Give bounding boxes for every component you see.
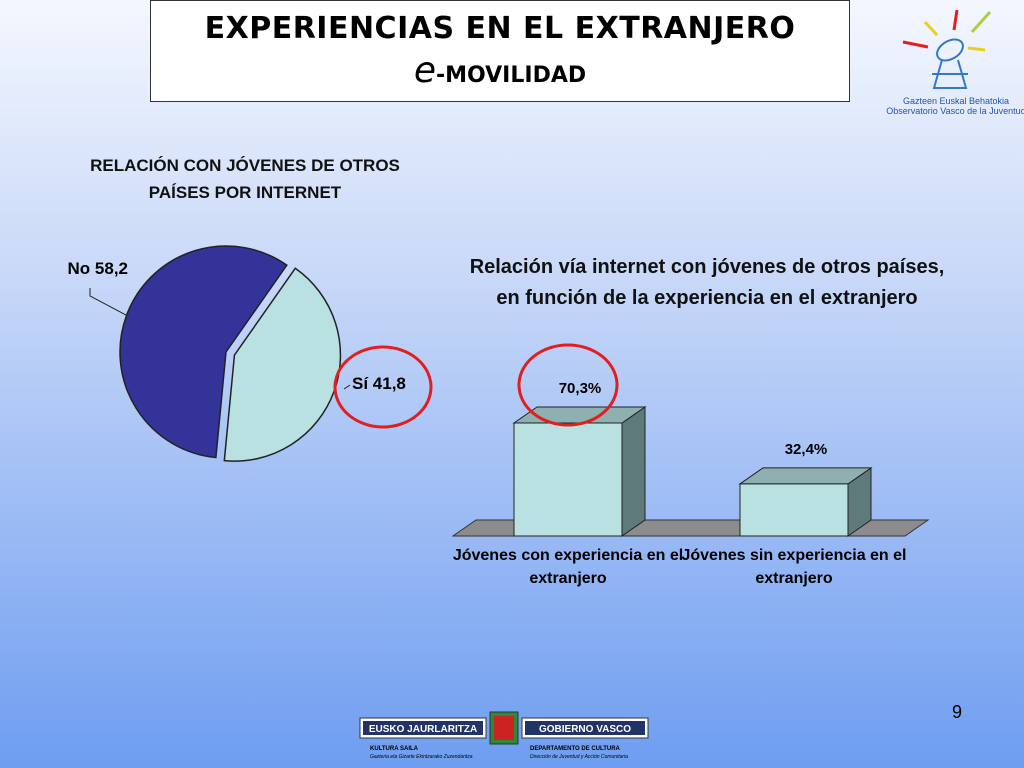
pie-label-value: 58,2 (95, 259, 128, 278)
pie-label: Sí 41,8 (352, 374, 406, 393)
observatory-logo (902, 9, 992, 89)
x-tick-label: Jóvenes sin experiencia en el extranjero (681, 547, 907, 587)
pie-slice (119, 245, 288, 459)
subtitle-text: -MOVILIDAD (436, 63, 587, 88)
highlight-circle (333, 345, 433, 429)
pie-title: RELACIÓN CON JÓVENES DE OTROS PAÍSES POR… (90, 156, 400, 202)
logo-line: Observatorio Vasco de la Juventud (886, 106, 1024, 116)
value-label: 70,3% (559, 380, 602, 397)
bar (739, 483, 849, 537)
leader-line (89, 288, 127, 316)
bar-side (621, 406, 646, 537)
pie-chart: Sí 41,8 No 58,2 (68, 245, 406, 462)
bar-top (738, 467, 873, 485)
title-box: EXPERIENCIAS EN EL EXTRANJERO e-MOVILIDA… (150, 0, 850, 102)
pie-label-category: No (68, 259, 91, 278)
footer-banner: EUSKO JAURLARITZA (369, 724, 477, 735)
footer-sub: Dirección de Juventud y Acción Comunitar… (530, 754, 628, 760)
page-number: 9 (952, 702, 962, 722)
slide-subtitle: e-MOVILIDAD (151, 50, 849, 91)
footer-banner: GOBIERNO VASCO (539, 724, 631, 735)
x-tick-label: Jóvenes con experiencia en el extranjero (452, 547, 684, 587)
pie-label-category: Sí (352, 374, 369, 393)
highlight-circle (517, 343, 619, 427)
bar (513, 422, 623, 537)
pie-label: No 58,2 (68, 259, 129, 278)
footer-sub: Gazteria eta Gizarte Ekintzarako Zuzenda… (370, 754, 473, 760)
bar-title: Relación vía internet con jóvenes de otr… (469, 256, 945, 309)
footer-dept: DEPARTAMENTO DE CULTURA (530, 746, 621, 752)
slide-title: EXPERIENCIAS EN EL EXTRANJERO (204, 11, 796, 46)
footer-logo (359, 711, 649, 745)
pie-label-value: 41,8 (373, 374, 406, 393)
bar-chart: 70,3% 32,4% (451, 380, 930, 537)
value-label: 32,4% (785, 441, 828, 458)
subtitle-initial: e (413, 50, 437, 91)
leader-line (343, 384, 351, 390)
footer-dept: KULTURA SAILA (370, 746, 419, 752)
logo-line: Gazteen Euskal Behatokia (903, 96, 1009, 106)
